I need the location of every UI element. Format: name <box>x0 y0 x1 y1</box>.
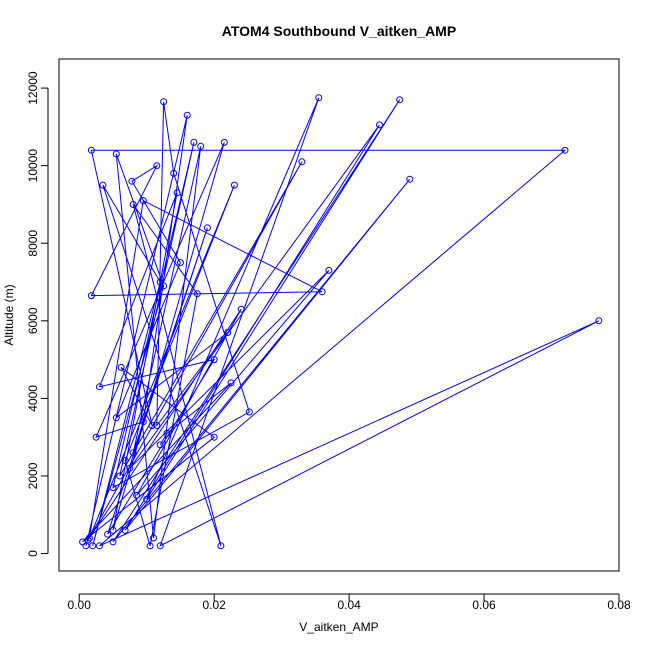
data-point <box>153 162 161 170</box>
data-point <box>112 414 120 422</box>
data-point <box>595 317 603 325</box>
x-tick-label: 0.08 <box>607 598 631 612</box>
data-point <box>406 175 414 183</box>
data-point <box>227 379 235 387</box>
data-point <box>87 292 95 300</box>
data-point <box>176 259 184 267</box>
y-tick-label: 4000 <box>26 385 40 412</box>
data-point <box>298 158 306 166</box>
data-point <box>99 181 107 189</box>
data-point <box>173 189 181 197</box>
data-point <box>156 278 164 286</box>
y-tick-label: 6000 <box>26 307 40 334</box>
x-axis: 0.00 0.02 0.04 0.06 0.08 <box>68 593 631 612</box>
x-tick-label: 0.04 <box>337 598 361 612</box>
series-layer <box>79 94 603 550</box>
y-axis-label: Altitude (m) <box>2 284 16 345</box>
data-point <box>203 224 211 232</box>
data-point <box>210 356 218 364</box>
data-point <box>163 429 171 437</box>
data-point <box>210 433 218 441</box>
data-point <box>237 305 245 313</box>
data-point <box>190 138 198 146</box>
data-point <box>116 472 124 480</box>
data-point <box>126 464 134 472</box>
data-point <box>109 526 117 534</box>
data-point <box>156 542 164 550</box>
y-tick-label: 12000 <box>26 71 40 105</box>
data-point <box>150 534 157 542</box>
series-line <box>82 97 600 547</box>
data-point <box>376 121 383 129</box>
data-point <box>561 146 569 154</box>
data-point <box>396 96 404 104</box>
data-point <box>133 491 141 499</box>
data-point <box>128 177 136 185</box>
data-point <box>217 542 225 550</box>
data-point <box>96 383 103 391</box>
y-tick-label: 8000 <box>26 230 40 257</box>
data-point <box>183 111 191 119</box>
data-point <box>156 441 164 449</box>
y-tick-label: 10000 <box>26 149 40 183</box>
data-point <box>318 288 326 296</box>
data-point <box>104 530 112 538</box>
data-point <box>89 542 97 550</box>
data-point <box>224 329 232 336</box>
data-point <box>92 433 100 441</box>
data-point <box>230 181 238 189</box>
data-point <box>170 169 178 177</box>
x-tick-label: 0.02 <box>203 598 227 612</box>
plot-frame <box>58 58 620 572</box>
x-axis-label: V_aitken_AMP <box>299 620 378 634</box>
data-point <box>160 282 168 290</box>
data-point <box>315 94 323 102</box>
data-point <box>325 266 333 274</box>
data-point <box>109 538 117 546</box>
data-point <box>143 495 151 503</box>
data-point <box>139 418 147 426</box>
data-point <box>153 422 161 429</box>
data-point <box>129 449 137 457</box>
data-point <box>85 534 93 542</box>
data-point <box>160 98 168 106</box>
data-point <box>220 138 228 146</box>
data-point <box>117 363 125 371</box>
data-point <box>96 542 103 550</box>
data-point <box>148 422 156 429</box>
data-point <box>112 150 120 158</box>
y-tick-label: 2000 <box>26 462 40 489</box>
data-point <box>197 142 205 150</box>
data-point <box>146 542 154 550</box>
chart-title: ATOM4 Southbound V_aitken_AMP <box>222 23 456 39</box>
x-tick-label: 0.00 <box>68 598 92 612</box>
data-point <box>193 290 201 298</box>
y-tick-label: 0 <box>26 550 40 557</box>
data-point <box>121 526 129 534</box>
data-point <box>129 201 137 208</box>
x-tick-label: 0.06 <box>472 598 496 612</box>
data-point <box>245 408 253 416</box>
data-point <box>79 538 87 546</box>
data-point <box>139 197 147 205</box>
data-point <box>109 484 117 492</box>
y-axis: 0 2000 4000 6000 8000 10000 12000 <box>26 71 49 557</box>
data-point <box>121 457 129 464</box>
data-point <box>87 146 95 154</box>
